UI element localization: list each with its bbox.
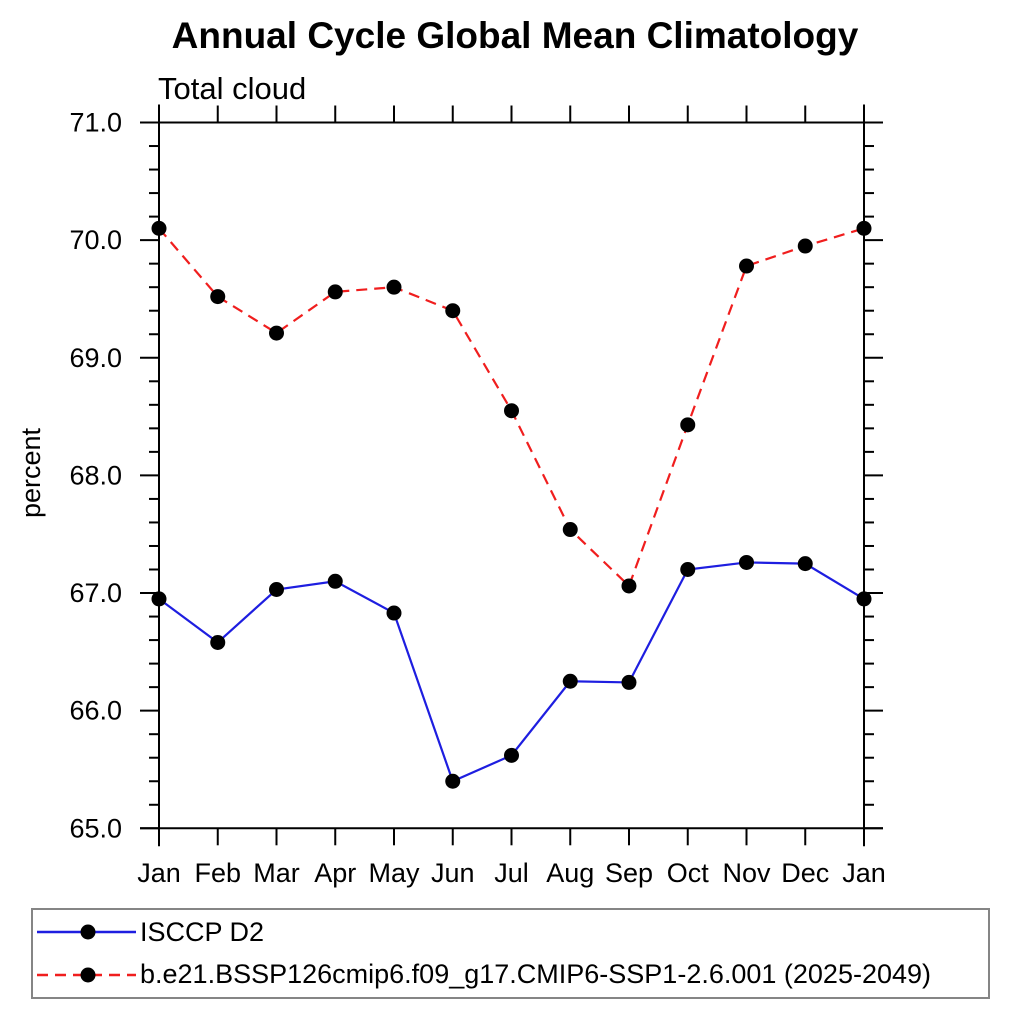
data-point-isccp <box>269 582 284 598</box>
data-point-model <box>621 578 637 594</box>
y-tick-label: 71.0 <box>69 108 122 138</box>
data-point-isccp <box>739 554 754 570</box>
data-point-model <box>269 325 284 341</box>
x-tick-label: Aug <box>546 858 594 888</box>
x-tick-label: Apr <box>314 858 356 888</box>
data-point-model <box>504 403 519 419</box>
data-point-isccp <box>680 562 696 578</box>
data-point-model <box>445 303 461 319</box>
chart-title: Annual Cycle Global Mean Climatology <box>172 15 859 56</box>
data-series <box>151 220 872 789</box>
data-point-isccp <box>562 673 578 689</box>
data-point-isccp <box>621 674 637 690</box>
data-point-isccp <box>504 747 519 763</box>
data-point-isccp <box>327 573 343 589</box>
x-tick-label: Jul <box>494 858 529 888</box>
x-tick-label: Jan <box>137 858 181 888</box>
x-tick-label: Nov <box>722 858 771 888</box>
data-point-isccp <box>797 556 813 572</box>
legend-marker-dot <box>80 967 96 983</box>
x-tick-label: Jan <box>842 858 886 888</box>
data-point-model <box>210 289 226 305</box>
legend-label-model: b.e21.BSSP126cmip6.f09_g17.CMIP6-SSP1-2.… <box>140 959 932 990</box>
data-point-model <box>562 522 578 538</box>
y-tick-label: 65.0 <box>69 813 122 843</box>
y-tick-label: 70.0 <box>69 225 122 255</box>
data-point-model <box>386 279 402 295</box>
x-tick-label: Oct <box>667 858 710 888</box>
x-tick-label: May <box>368 858 420 888</box>
x-tick-label: Jun <box>431 858 475 888</box>
x-tick-label: Feb <box>194 858 241 888</box>
data-point-model <box>739 258 754 274</box>
y-tick-label: 68.0 <box>69 460 122 490</box>
y-tick-label: 69.0 <box>69 343 122 373</box>
axis-tick-labels: Jan Feb Mar Apr May Jun Jul Aug Sep Oct Nov Dec Jan 6… <box>69 108 885 889</box>
data-point-model <box>680 417 696 433</box>
data-point-isccp <box>151 591 167 607</box>
legend: ISCCP D2 b.e21.BSSP126cmip6.f09_g17.CMIP… <box>31 908 990 999</box>
y-tick-label: 66.0 <box>69 696 122 726</box>
y-axis-label: percent <box>16 427 46 518</box>
data-point-model <box>327 284 343 300</box>
legend-item-model: b.e21.BSSP126cmip6.f09_g17.CMIP6-SSP1-2.… <box>33 955 988 995</box>
legend-marker-dot <box>80 924 96 940</box>
chart-subtitle: Total cloud <box>158 71 306 106</box>
data-point-model <box>856 220 872 236</box>
x-tick-label: Sep <box>605 858 653 888</box>
data-point-isccp <box>856 591 872 607</box>
legend-line-sample-solid <box>37 924 136 940</box>
legend-line-sample-dashed <box>37 967 136 983</box>
data-point-model <box>151 220 167 236</box>
data-point-isccp <box>386 605 402 621</box>
data-point-isccp <box>445 773 461 789</box>
data-point-model <box>797 238 813 254</box>
legend-item-isccp: ISCCP D2 <box>33 912 988 952</box>
legend-label-isccp: ISCCP D2 <box>140 916 265 947</box>
axes <box>140 104 883 847</box>
x-tick-label: Dec <box>781 858 829 888</box>
y-tick-label: 67.0 <box>69 578 122 608</box>
x-tick-label: Mar <box>253 858 300 888</box>
data-point-isccp <box>210 634 226 650</box>
